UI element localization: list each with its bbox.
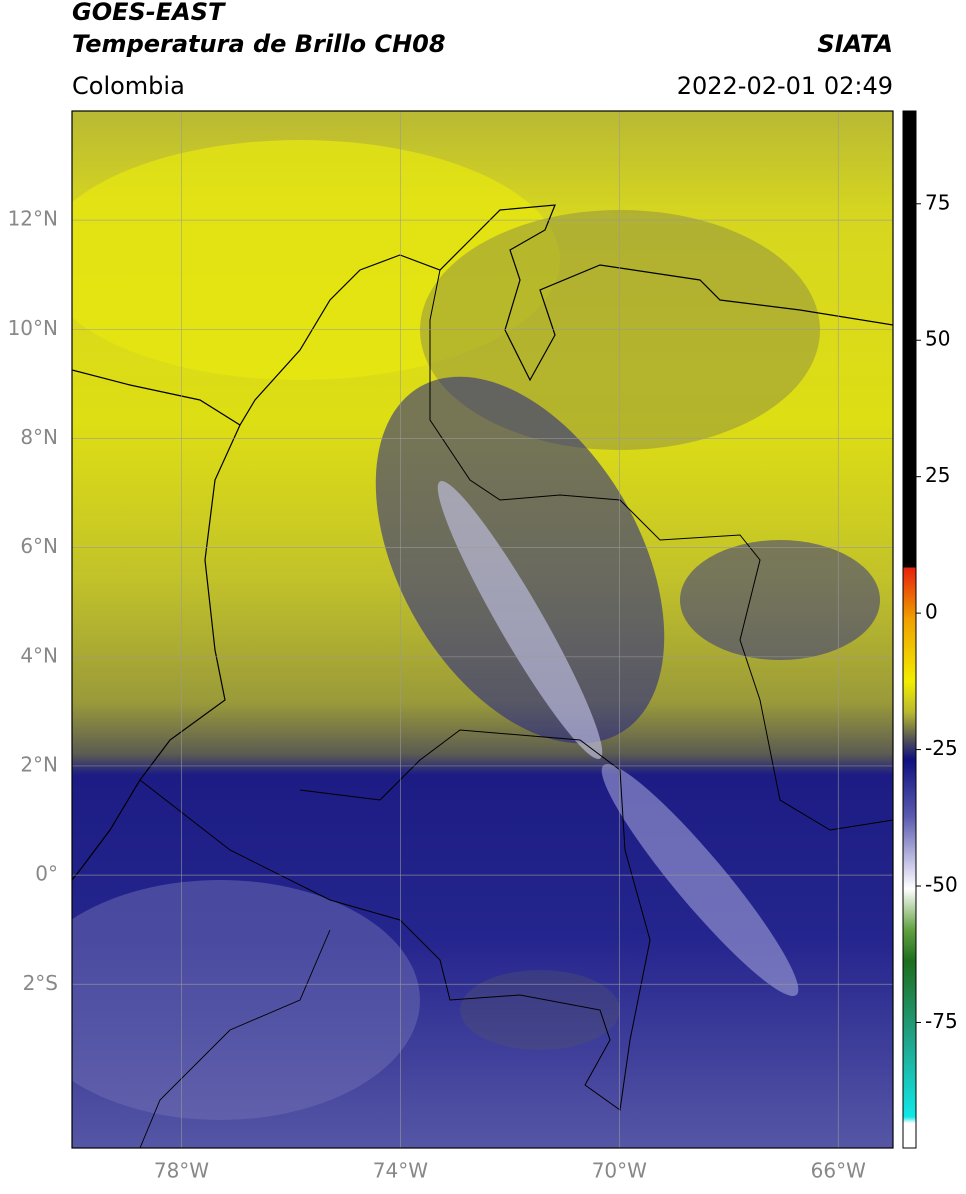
x-tick-label: 78°W xyxy=(154,1159,209,1183)
satellite-image xyxy=(72,111,893,1148)
x-tick-label: 66°W xyxy=(811,1159,866,1183)
colorbar-tick-label: 25 xyxy=(925,463,950,487)
y-tick-label: 2°S xyxy=(23,971,58,995)
y-tick-label: 10°N xyxy=(8,316,58,340)
x-tick-label: 74°W xyxy=(373,1159,428,1183)
y-tick-label: 12°N xyxy=(8,207,58,231)
colorbar xyxy=(902,110,917,1149)
y-tick-label: 2°N xyxy=(20,752,58,776)
source: SIATA xyxy=(817,30,893,58)
graticule xyxy=(72,111,893,1148)
y-tick-label: 8°N xyxy=(20,425,58,449)
title: GOES-EAST xyxy=(72,0,226,26)
y-tick-label: 0° xyxy=(35,862,58,886)
x-tick-label: 70°W xyxy=(592,1159,647,1183)
datetime: 2022-02-01 02:49 xyxy=(677,72,893,100)
colorbar-tick-label: 50 xyxy=(925,327,950,351)
colorbar-tick-label: -50 xyxy=(925,873,958,897)
colorbar-tick-label: -75 xyxy=(925,1009,958,1033)
colorbar-tick-label: 0 xyxy=(925,600,938,624)
map-frame xyxy=(71,110,894,1149)
y-tick-label: 6°N xyxy=(20,534,58,558)
subtitle: Temperatura de Brillo CH08 xyxy=(72,30,446,58)
region: Colombia xyxy=(72,72,185,100)
y-tick-label: 4°N xyxy=(20,643,58,667)
colorbar-tick-label: 75 xyxy=(925,190,950,214)
colorbar-tick-label: -25 xyxy=(925,736,958,760)
